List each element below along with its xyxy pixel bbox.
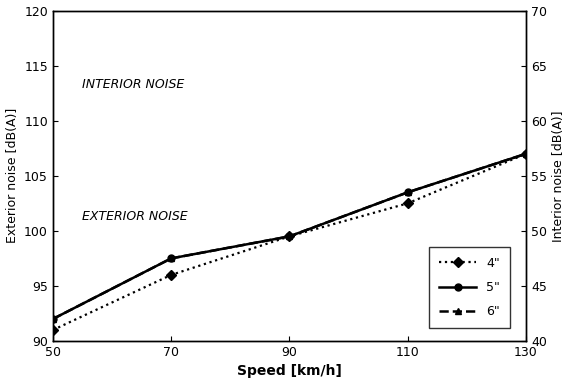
X-axis label: Speed [km/h]: Speed [km/h]	[237, 364, 342, 379]
Legend: 4", 5", 6": 4", 5", 6"	[429, 247, 510, 328]
Text: INTERIOR NOISE: INTERIOR NOISE	[82, 78, 184, 91]
Y-axis label: Interior noise [dB(A)]: Interior noise [dB(A)]	[553, 110, 565, 242]
Y-axis label: Exterior noise [dB(A)]: Exterior noise [dB(A)]	[6, 108, 18, 243]
Text: EXTERIOR NOISE: EXTERIOR NOISE	[82, 210, 188, 223]
